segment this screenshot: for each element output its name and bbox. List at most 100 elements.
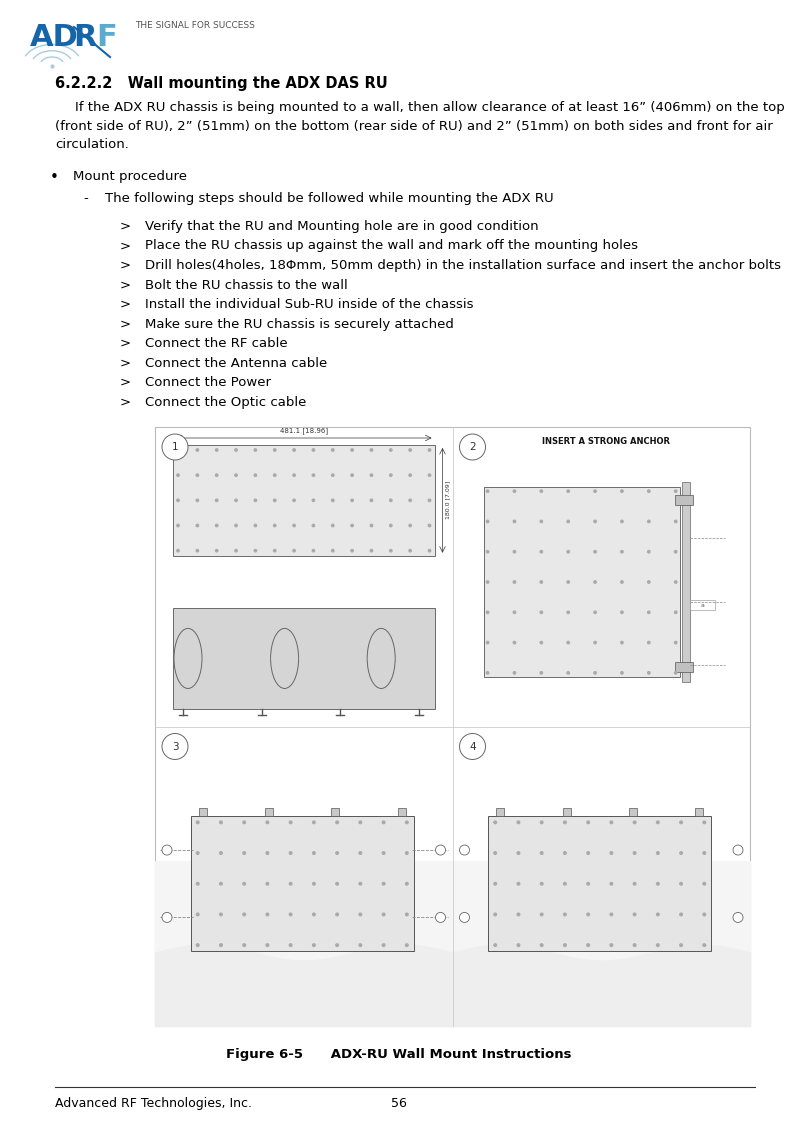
Circle shape xyxy=(254,474,257,476)
Circle shape xyxy=(680,944,682,947)
Circle shape xyxy=(351,525,353,527)
Circle shape xyxy=(648,581,650,584)
FancyBboxPatch shape xyxy=(695,809,703,817)
Circle shape xyxy=(289,821,292,823)
Circle shape xyxy=(486,490,489,492)
Circle shape xyxy=(215,449,218,451)
Text: circulation.: circulation. xyxy=(55,138,129,152)
Circle shape xyxy=(196,913,199,916)
Text: Connect the RF cable: Connect the RF cable xyxy=(145,337,288,349)
Circle shape xyxy=(243,852,245,854)
Circle shape xyxy=(567,611,569,613)
Text: Connect the Power: Connect the Power xyxy=(145,375,271,389)
Circle shape xyxy=(674,551,677,553)
Circle shape xyxy=(680,882,682,886)
Circle shape xyxy=(332,499,334,501)
Circle shape xyxy=(406,944,408,947)
Circle shape xyxy=(540,821,543,823)
Circle shape xyxy=(703,821,705,823)
Circle shape xyxy=(292,474,295,476)
Circle shape xyxy=(494,913,497,916)
Circle shape xyxy=(587,821,590,823)
Circle shape xyxy=(621,641,623,644)
Circle shape xyxy=(289,852,292,854)
Circle shape xyxy=(513,672,516,674)
FancyBboxPatch shape xyxy=(155,428,750,1026)
Circle shape xyxy=(409,525,411,527)
Text: Verify that the RU and Mounting hole are in good condition: Verify that the RU and Mounting hole are… xyxy=(145,221,539,233)
Circle shape xyxy=(634,913,636,916)
Text: (front side of RU), 2” (51mm) on the bottom (rear side of RU) and 2” (51mm) on b: (front side of RU), 2” (51mm) on the bot… xyxy=(55,120,773,132)
Circle shape xyxy=(674,611,677,613)
FancyBboxPatch shape xyxy=(173,608,434,708)
Circle shape xyxy=(494,821,497,823)
Text: -: - xyxy=(83,192,88,205)
FancyBboxPatch shape xyxy=(675,662,693,672)
Circle shape xyxy=(428,499,430,501)
Circle shape xyxy=(292,449,295,451)
Circle shape xyxy=(540,581,543,584)
Circle shape xyxy=(435,913,446,923)
Circle shape xyxy=(312,852,315,854)
Circle shape xyxy=(428,449,430,451)
FancyBboxPatch shape xyxy=(681,482,689,682)
Circle shape xyxy=(594,611,596,613)
Circle shape xyxy=(674,520,677,523)
FancyBboxPatch shape xyxy=(629,809,637,817)
Circle shape xyxy=(610,852,613,854)
Circle shape xyxy=(428,525,430,527)
Circle shape xyxy=(332,525,334,527)
Circle shape xyxy=(674,641,677,644)
Circle shape xyxy=(273,499,276,501)
FancyBboxPatch shape xyxy=(398,809,406,817)
Circle shape xyxy=(657,821,659,823)
Text: Bolt the RU chassis to the wall: Bolt the RU chassis to the wall xyxy=(145,278,347,292)
Circle shape xyxy=(517,913,520,916)
Circle shape xyxy=(634,882,636,886)
Circle shape xyxy=(680,821,682,823)
Circle shape xyxy=(359,944,362,947)
Text: •: • xyxy=(50,170,59,185)
FancyBboxPatch shape xyxy=(497,809,505,817)
Circle shape xyxy=(680,852,682,854)
Circle shape xyxy=(703,944,705,947)
Text: 3: 3 xyxy=(171,742,179,751)
Circle shape xyxy=(289,944,292,947)
Circle shape xyxy=(220,913,222,916)
Text: 56: 56 xyxy=(391,1097,406,1110)
Circle shape xyxy=(266,821,269,823)
Circle shape xyxy=(486,611,489,613)
Circle shape xyxy=(273,550,276,552)
Text: Connect the Optic cable: Connect the Optic cable xyxy=(145,396,306,408)
Circle shape xyxy=(587,913,590,916)
Circle shape xyxy=(517,882,520,886)
Circle shape xyxy=(563,821,566,823)
Circle shape xyxy=(486,551,489,553)
Circle shape xyxy=(513,581,516,584)
Circle shape xyxy=(235,449,238,451)
Circle shape xyxy=(177,525,179,527)
Circle shape xyxy=(254,499,257,501)
Circle shape xyxy=(657,852,659,854)
Circle shape xyxy=(254,525,257,527)
Circle shape xyxy=(351,474,353,476)
Circle shape xyxy=(243,944,245,947)
Circle shape xyxy=(312,525,315,527)
Circle shape xyxy=(486,520,489,523)
Circle shape xyxy=(312,499,315,501)
Text: a: a xyxy=(701,603,704,608)
Text: 1: 1 xyxy=(171,442,179,452)
Circle shape xyxy=(266,852,269,854)
Circle shape xyxy=(312,882,315,886)
Circle shape xyxy=(460,434,485,460)
Text: Install the individual Sub-RU inside of the chassis: Install the individual Sub-RU inside of … xyxy=(145,297,473,311)
Text: >: > xyxy=(120,278,132,292)
FancyBboxPatch shape xyxy=(675,495,693,506)
Circle shape xyxy=(648,641,650,644)
Circle shape xyxy=(610,882,613,886)
Circle shape xyxy=(409,449,411,451)
Circle shape xyxy=(196,499,198,501)
Circle shape xyxy=(336,852,339,854)
Circle shape xyxy=(513,490,516,492)
Circle shape xyxy=(494,944,497,947)
